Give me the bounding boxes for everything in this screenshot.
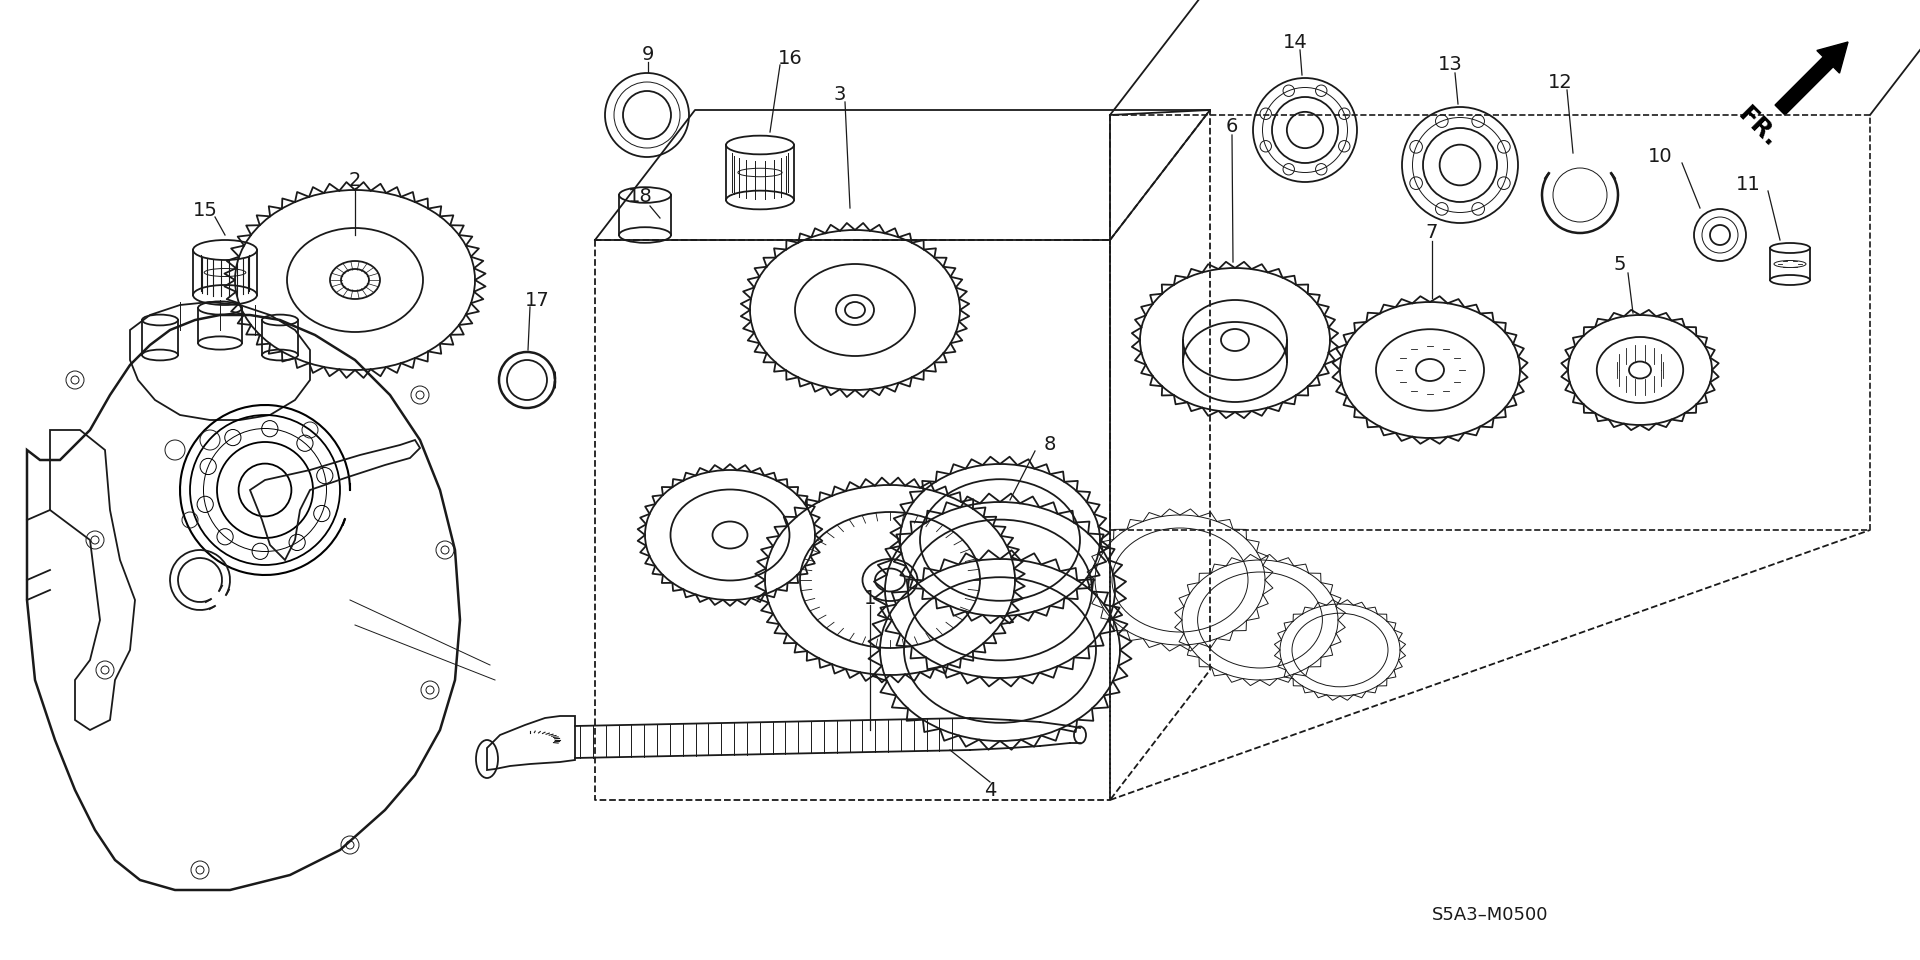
Text: 2: 2 <box>349 171 361 189</box>
Text: 8: 8 <box>1044 436 1056 454</box>
Text: 13: 13 <box>1438 56 1463 75</box>
Text: 15: 15 <box>192 201 217 220</box>
Text: 5: 5 <box>1613 255 1626 275</box>
Text: 17: 17 <box>524 291 549 309</box>
Text: 11: 11 <box>1736 176 1761 195</box>
Text: 12: 12 <box>1548 73 1572 91</box>
Text: 6: 6 <box>1225 117 1238 136</box>
Text: 4: 4 <box>983 780 996 800</box>
FancyArrow shape <box>1776 42 1847 115</box>
Text: 7: 7 <box>1427 224 1438 243</box>
Text: 9: 9 <box>641 45 655 64</box>
Text: 18: 18 <box>628 187 653 206</box>
Text: FR.: FR. <box>1734 102 1784 152</box>
Text: 1: 1 <box>864 588 876 608</box>
Text: 16: 16 <box>778 49 803 67</box>
Text: 3: 3 <box>833 85 847 105</box>
Text: 10: 10 <box>1647 148 1672 166</box>
Text: S5A3–M0500: S5A3–M0500 <box>1432 906 1548 924</box>
Text: 14: 14 <box>1283 34 1308 53</box>
